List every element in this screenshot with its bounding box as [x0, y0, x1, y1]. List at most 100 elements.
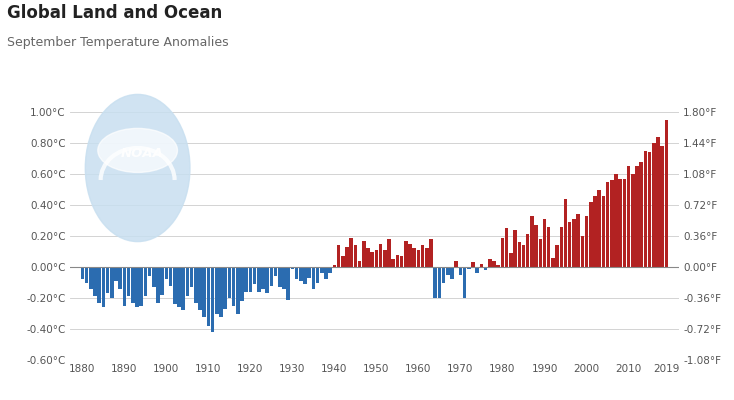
Bar [388, 239, 390, 267]
Bar [299, 267, 302, 281]
Bar [252, 267, 256, 284]
Bar [131, 267, 134, 303]
Bar [513, 230, 517, 267]
Bar [450, 267, 454, 279]
Bar [160, 267, 164, 295]
Bar [337, 245, 341, 267]
Bar [463, 267, 467, 298]
Bar [413, 248, 416, 267]
Bar [362, 241, 366, 267]
Bar [661, 146, 664, 267]
Bar [602, 196, 605, 267]
Bar [115, 267, 117, 281]
Bar [144, 267, 147, 296]
Bar [139, 267, 143, 306]
Bar [522, 245, 526, 267]
Bar [446, 267, 450, 275]
Bar [164, 267, 168, 279]
Bar [215, 267, 219, 314]
Bar [656, 137, 660, 267]
Bar [98, 267, 101, 303]
Bar [177, 267, 181, 307]
Bar [593, 196, 597, 267]
Bar [610, 180, 614, 267]
Bar [123, 267, 126, 306]
Bar [232, 267, 236, 306]
Bar [606, 182, 609, 267]
Bar [476, 267, 479, 273]
Bar [181, 267, 185, 310]
Bar [568, 222, 572, 267]
Bar [454, 261, 458, 267]
Ellipse shape [98, 128, 178, 172]
Text: NOAA: NOAA [120, 147, 164, 160]
Bar [581, 236, 584, 267]
Bar [118, 267, 122, 289]
Bar [169, 267, 172, 286]
Bar [240, 267, 244, 301]
Bar [542, 219, 546, 267]
Bar [530, 216, 534, 267]
Bar [320, 267, 324, 273]
Bar [328, 267, 332, 273]
Bar [559, 227, 563, 267]
Bar [480, 264, 483, 267]
Bar [223, 267, 227, 309]
Bar [186, 267, 189, 296]
Bar [135, 267, 139, 307]
Bar [156, 267, 160, 303]
Bar [261, 267, 265, 289]
Bar [127, 267, 131, 296]
Bar [471, 262, 475, 267]
Bar [198, 267, 202, 310]
Bar [333, 266, 336, 267]
Bar [467, 267, 470, 268]
Bar [635, 166, 639, 267]
Bar [556, 245, 559, 267]
Bar [526, 234, 529, 267]
Bar [354, 245, 357, 267]
Bar [589, 202, 592, 267]
Bar [421, 245, 424, 267]
Bar [194, 267, 197, 303]
Bar [93, 267, 97, 296]
Bar [496, 266, 500, 267]
Bar [576, 214, 580, 267]
Bar [488, 259, 492, 267]
Bar [585, 216, 589, 267]
Bar [219, 267, 223, 317]
Bar [249, 267, 252, 292]
Bar [291, 267, 294, 268]
Bar [190, 267, 193, 287]
Text: Global Land and Ocean: Global Land and Ocean [7, 4, 222, 22]
Bar [173, 267, 177, 304]
Bar [206, 267, 210, 326]
Bar [551, 258, 555, 267]
Bar [437, 267, 441, 298]
Bar [366, 248, 370, 267]
Bar [295, 267, 299, 279]
Bar [631, 174, 634, 267]
Circle shape [85, 94, 190, 242]
Bar [211, 267, 214, 332]
Bar [417, 250, 421, 267]
Bar [269, 267, 273, 286]
Bar [81, 267, 84, 279]
Bar [627, 166, 631, 267]
Bar [442, 267, 446, 282]
Bar [303, 267, 307, 284]
Bar [408, 244, 412, 267]
Bar [572, 219, 575, 267]
Bar [664, 120, 668, 267]
Bar [564, 199, 567, 267]
Bar [639, 162, 643, 267]
Bar [286, 267, 290, 300]
Bar [396, 254, 399, 267]
Bar [228, 267, 231, 298]
Bar [501, 238, 504, 267]
Bar [244, 267, 248, 292]
Bar [534, 225, 538, 267]
Bar [644, 151, 647, 267]
Bar [257, 267, 261, 292]
Bar [371, 252, 374, 267]
